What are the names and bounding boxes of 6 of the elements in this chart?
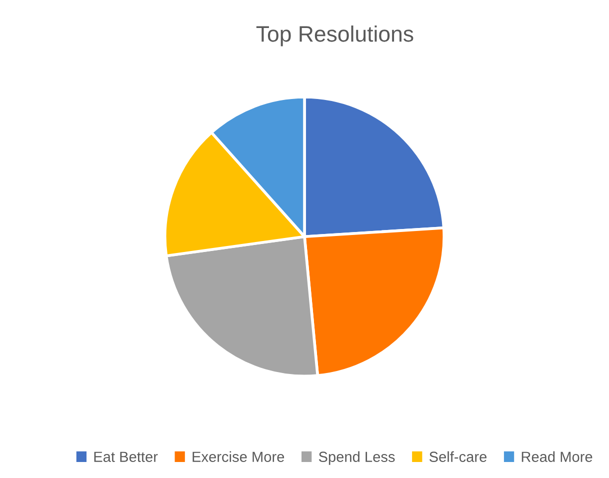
legend-label: Eat Better (94, 452, 158, 462)
legend-label: Read More (522, 451, 592, 462)
legend-label: Self-care (429, 451, 487, 462)
chart-title: Top Resolutions (256, 25, 414, 46)
legend-label: Exercise More (192, 451, 284, 462)
legend-label: Spend Less (318, 451, 395, 465)
